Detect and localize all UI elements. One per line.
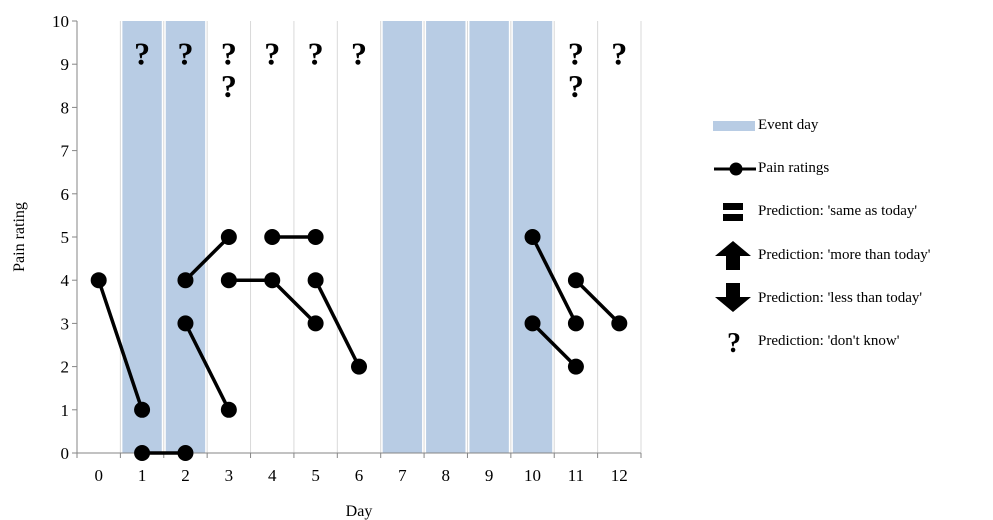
pain-rating-point	[307, 272, 324, 289]
x-tick-label: 12	[611, 466, 628, 485]
legend-item-same-as-today: Prediction: 'same as today'	[712, 190, 993, 233]
pain-rating-point	[307, 315, 324, 332]
arrow-up-icon	[712, 240, 756, 271]
x-tick-label: 5	[311, 466, 320, 485]
x-tick-label: 0	[94, 466, 103, 485]
prediction-dont-know-marker: ?	[308, 35, 324, 71]
event-day-band	[122, 21, 162, 453]
x-tick-labels: 0 1 2 3 4 5 6 7 8 9 10 11 12	[94, 466, 627, 485]
legend-item-pain-ratings: Pain ratings	[712, 147, 993, 190]
legend-label: Prediction: 'don't know'	[758, 333, 900, 350]
x-tick-label: 9	[485, 466, 494, 485]
prediction-dont-know-marker: ?	[177, 35, 193, 71]
y-tick-label: 8	[61, 98, 70, 117]
pain-rating-line	[530, 236, 578, 325]
pain-rating-point	[264, 272, 281, 289]
x-tick-label: 2	[181, 466, 190, 485]
legend-item-event-day: Event day	[712, 104, 993, 147]
y-tick-label: 6	[61, 185, 70, 204]
arrow-down-icon	[712, 283, 756, 313]
legend-label: Prediction: 'same as today'	[758, 203, 918, 220]
pain-rating-point	[220, 272, 237, 289]
legend-label: Prediction: 'less than today'	[758, 289, 923, 306]
pain-rating-point	[351, 358, 367, 375]
pain-rating-point	[264, 229, 281, 245]
pain-rating-point	[611, 315, 628, 332]
legend-item-more-than-today: Prediction: 'more than today'	[712, 234, 993, 277]
pain-rating-point	[134, 401, 151, 418]
legend-label: Prediction: 'more than today'	[758, 246, 931, 263]
event-day-band	[165, 21, 206, 453]
x-tick-label: 11	[568, 466, 584, 485]
y-tick-labels: 0 1 2 3 4 5 6 7 8 9 10	[52, 12, 70, 463]
legend: Event day Pain ratings Prediction: 'same…	[712, 104, 993, 363]
event-day-band	[426, 21, 466, 453]
pain-rating-line	[183, 322, 231, 411]
pain-rating-point	[567, 358, 584, 375]
y-tick-label: 1	[61, 401, 70, 420]
y-tick-label: 2	[61, 358, 70, 377]
x-tick-label: 1	[138, 466, 147, 485]
prediction-dont-know-marker: ?	[568, 35, 584, 71]
x-tick-label: 4	[268, 466, 277, 485]
pain-rating-point	[524, 229, 541, 245]
x-axis-label: Day	[346, 503, 373, 520]
x-tick-label: 7	[398, 466, 407, 485]
pain-rating-point	[220, 229, 237, 245]
legend-item-dont-know: ? Prediction: 'don't know'	[712, 320, 993, 363]
pain-rating-point	[177, 315, 194, 332]
question-mark-icon: ?	[712, 327, 756, 359]
event-day-band	[382, 21, 423, 453]
pain-rating-line	[97, 279, 144, 411]
x-tick-label: 6	[355, 466, 364, 485]
y-tick-label: 4	[61, 271, 70, 290]
svg-text:?: ?	[727, 328, 741, 357]
x-tick-label: 3	[225, 466, 234, 485]
event-day-band	[469, 21, 509, 453]
prediction-dont-know-marker: ?	[221, 35, 237, 71]
pain-rating-line	[531, 322, 578, 368]
legend-label: Pain ratings	[758, 160, 830, 177]
y-tick-label: 10	[52, 12, 69, 31]
prediction-dont-know-marker: ?	[264, 35, 280, 71]
pain-rating-points	[90, 229, 628, 461]
legend-item-less-than-today: Prediction: 'less than today'	[712, 277, 993, 320]
pain-rating-point	[220, 401, 237, 418]
pain-rating-point	[177, 272, 194, 289]
pain-rating-point	[90, 272, 107, 289]
pain-rating-line	[184, 235, 231, 282]
y-tick-label: 7	[61, 142, 70, 161]
prediction-dont-know-marker: ?	[568, 68, 584, 104]
line-with-dot-marker-icon	[712, 154, 756, 184]
y-tick-label: 0	[61, 444, 70, 463]
y-axis-label: Pain rating	[11, 202, 28, 272]
pain-rating-point	[524, 315, 541, 332]
x-tick-label: 10	[524, 466, 541, 485]
y-tick-label: 9	[61, 55, 70, 74]
pain-rating-point	[567, 315, 584, 332]
y-tick-label: 5	[61, 228, 70, 247]
x-tick-label: 8	[442, 466, 451, 485]
pain-rating-point	[307, 229, 324, 245]
y-tick-label: 3	[61, 314, 70, 333]
legend-label: Event day	[758, 117, 819, 134]
pain-rating-line	[574, 278, 621, 325]
event-day-swatch-icon	[712, 111, 756, 141]
equals-icon	[712, 197, 756, 227]
pain-rating-point	[134, 445, 151, 461]
prediction-markers: ??????????	[134, 35, 627, 103]
prediction-dont-know-marker: ?	[134, 35, 150, 71]
prediction-dont-know-marker: ?	[351, 35, 367, 71]
prediction-dont-know-marker: ?	[611, 35, 627, 71]
pain-rating-point	[567, 272, 584, 289]
pain-rating-point	[177, 445, 194, 461]
pain-rating-line	[314, 279, 361, 368]
prediction-dont-know-marker: ?	[221, 68, 237, 104]
